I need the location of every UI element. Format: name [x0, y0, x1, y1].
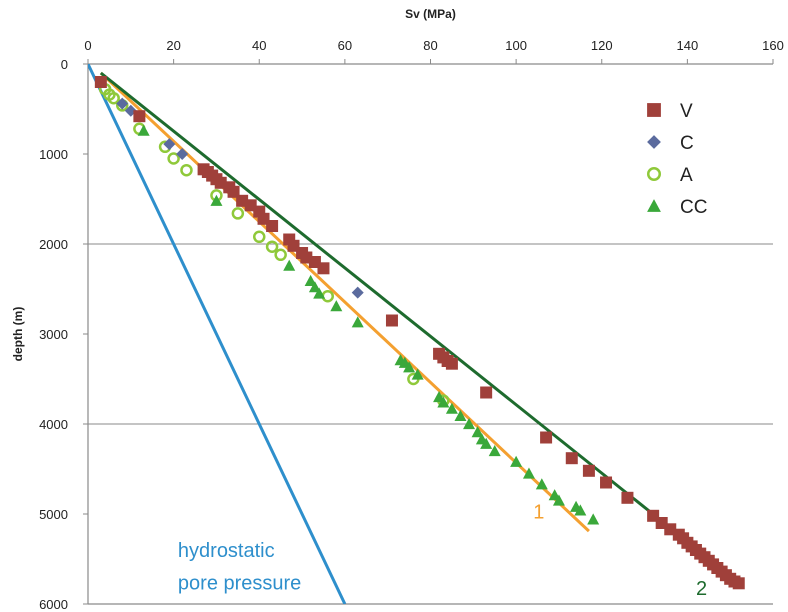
- x-tick-label: 80: [423, 38, 437, 53]
- x-tick-label: 0: [84, 38, 91, 53]
- point-C: [163, 138, 176, 151]
- point-A: [167, 152, 180, 165]
- y-tick-labels: 0 1000 2000 3000 4000 5000 6000: [39, 57, 68, 612]
- point-CC: [480, 437, 493, 449]
- point-CC: [330, 300, 343, 312]
- legend: VCA CC: [647, 101, 707, 218]
- data-points: [94, 76, 745, 590]
- y-tick-label: 0: [61, 57, 68, 72]
- legend-label-C: C: [680, 133, 694, 154]
- x-tick-label: 160: [762, 38, 784, 53]
- point-A: [180, 163, 193, 177]
- gridlines: [88, 243, 773, 425]
- point-CC: [552, 494, 565, 506]
- x-tick-label: 60: [338, 38, 352, 53]
- point-V: [621, 491, 634, 504]
- point-C: [116, 97, 129, 110]
- legend-marker-A: [647, 167, 661, 181]
- series-V: [94, 76, 745, 590]
- y-tick-label: 5000: [39, 507, 68, 522]
- point-CC: [587, 513, 600, 525]
- x-tick-label: 120: [591, 38, 613, 53]
- legend-marker-C: [647, 135, 661, 149]
- point-A: [107, 91, 120, 105]
- point-CC: [471, 426, 484, 438]
- point-CC: [437, 396, 450, 408]
- point-V: [133, 110, 146, 123]
- fit-line-2: [99, 71, 744, 588]
- point-CC: [351, 316, 364, 328]
- point-C: [351, 286, 364, 299]
- point-V: [540, 431, 553, 444]
- point-CC: [313, 287, 326, 299]
- point-A: [321, 289, 334, 303]
- point-CC: [574, 504, 587, 516]
- point-V: [582, 464, 595, 477]
- point-CC: [510, 455, 523, 467]
- point-V: [480, 386, 493, 399]
- point-CC: [454, 409, 467, 421]
- annotation-hydro1: hydrostatic: [178, 540, 275, 562]
- annotation-line1: 1: [533, 502, 544, 524]
- point-V: [94, 76, 107, 88]
- legend-marker-V: [647, 103, 661, 117]
- point-CC: [522, 467, 535, 479]
- series-A: [98, 82, 450, 407]
- annotation-line2: 2: [696, 578, 707, 600]
- point-V: [565, 452, 578, 465]
- point-CC: [411, 368, 424, 380]
- point-A: [265, 240, 279, 253]
- annotation-hydro2: pore pressure: [178, 573, 301, 595]
- x-tick-label: 40: [252, 38, 266, 53]
- point-A: [274, 248, 287, 262]
- point-V: [445, 357, 458, 370]
- point-CC: [137, 124, 150, 136]
- fit-line-hydrostatic: [88, 64, 347, 604]
- x-axis-title: Sv (MPa): [405, 7, 456, 21]
- point-V: [385, 314, 398, 327]
- legend-marker-CC: [647, 199, 661, 212]
- x-tick-label: 20: [166, 38, 180, 53]
- series-CC: [137, 124, 600, 525]
- y-tick-label: 4000: [39, 417, 68, 432]
- y-axis-title: depth (m): [11, 307, 25, 362]
- point-CC: [535, 478, 548, 490]
- legend-label-CC: CC: [680, 197, 707, 218]
- y-tick-label: 6000: [39, 597, 68, 612]
- y-tick-label: 3000: [39, 327, 68, 342]
- x-tick-label: 140: [677, 38, 699, 53]
- y-tick-label: 1000: [39, 147, 68, 162]
- point-C: [176, 148, 189, 160]
- y-tick-label: 2000: [39, 237, 68, 252]
- point-A: [253, 230, 266, 244]
- annotations: 1 2 hydrostatic pore pressure: [178, 502, 707, 601]
- point-CC: [445, 402, 458, 414]
- point-CC: [308, 281, 321, 293]
- point-CC: [403, 361, 416, 373]
- point-V: [266, 220, 279, 232]
- point-CC: [488, 445, 501, 457]
- point-A: [231, 207, 245, 220]
- fit-lines: [88, 64, 744, 604]
- point-V: [317, 262, 330, 275]
- legend-label-A: A: [680, 165, 693, 186]
- legend-label-V: V: [680, 101, 693, 122]
- x-tick-labels: 0 20 40 60 80 100 120 140 160: [84, 38, 783, 53]
- x-tick-label: 100: [505, 38, 527, 53]
- axes: [83, 59, 774, 605]
- point-V: [600, 476, 613, 489]
- point-CC: [304, 274, 317, 286]
- point-CC: [463, 418, 476, 430]
- point-V: [732, 577, 745, 590]
- point-CC: [283, 259, 296, 271]
- point-CC: [210, 194, 223, 206]
